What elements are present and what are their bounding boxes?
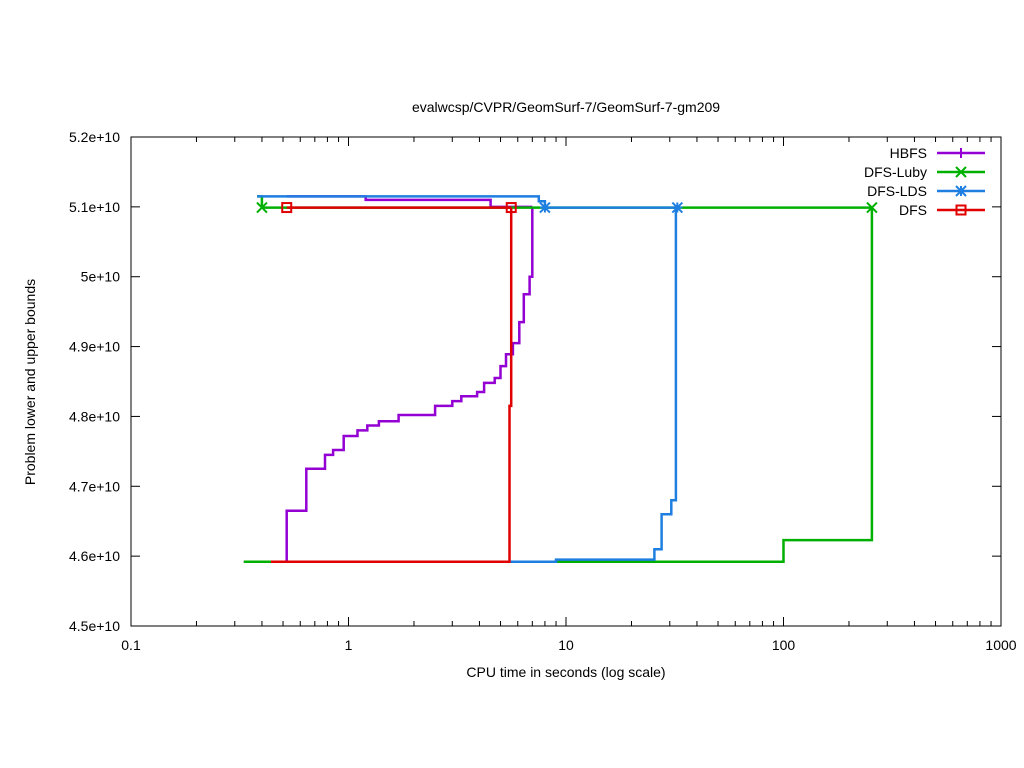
- chart-title: evalwcsp/CVPR/GeomSurf-7/GeomSurf-7-gm20…: [412, 99, 720, 115]
- legend-marker: [955, 185, 967, 197]
- y-tick-label: 4.7e+10: [69, 478, 120, 494]
- series-hbfs-upper-line: [286, 195, 533, 209]
- series-dfs-lds-upper-line: [257, 195, 678, 209]
- y-tick-label: 5.2e+10: [69, 129, 120, 145]
- x-tick-label: 100: [772, 637, 796, 653]
- series-dfs-lds: [257, 195, 684, 563]
- series-dfs-luby-marker: [866, 201, 878, 214]
- series-hbfs: [243, 195, 534, 563]
- y-axis-label: Problem lower and upper bounds: [22, 279, 38, 485]
- legend: HBFS DFS-Luby DFS-LDS DFS: [864, 145, 985, 218]
- legend-marker: [955, 166, 967, 178]
- y-tick-label: 4.8e+10: [69, 408, 120, 424]
- plot-frame: [130, 136, 1002, 627]
- y-tick-label: 5e+10: [81, 269, 121, 285]
- series-dfs-luby: [243, 195, 878, 563]
- x-tick-label: 1: [345, 637, 353, 653]
- series-dfs: [271, 202, 517, 563]
- tick-labels: 0.1 1 10 100 1000 4.5e+10 4.6e+10 4.7e+10 4.8e+1…: [69, 129, 1017, 653]
- series-hbfs-lower-line: [243, 206, 534, 563]
- x-tick-label: 10: [558, 637, 574, 653]
- y-tick-label: 4.6e+10: [69, 548, 120, 564]
- x-tick-label: 1000: [985, 637, 1016, 653]
- y-tick-label: 4.9e+10: [69, 339, 120, 355]
- series-dfs-marker: [281, 202, 293, 214]
- legend-marker: [956, 148, 966, 158]
- y-tick-label: 5.1e+10: [69, 199, 120, 215]
- legend-label: HBFS: [890, 145, 927, 161]
- y-tick-label: 4.5e+10: [69, 618, 120, 634]
- series-dfs-luby-upper-line: [257, 195, 872, 209]
- series-dfs-luby-lower-line: [243, 207, 874, 563]
- legend-label: DFS-LDS: [867, 183, 927, 199]
- legend-label: DFS-Luby: [864, 164, 927, 180]
- series-dfs-luby-marker: [256, 201, 268, 214]
- x-tick-label: 0.1: [121, 637, 141, 653]
- legend-label: DFS: [899, 202, 927, 218]
- legend-marker: [955, 204, 967, 216]
- series-dfs-marker: [505, 202, 517, 214]
- series-dfs-lower-line: [271, 207, 513, 563]
- series-dfs-lds-lower-line: [509, 206, 678, 563]
- series-dfs-lds-marker: [539, 201, 551, 214]
- x-axis-label: CPU time in seconds (log scale): [466, 664, 665, 680]
- series-dfs-lds-marker: [671, 201, 684, 214]
- series-layer: [243, 195, 878, 563]
